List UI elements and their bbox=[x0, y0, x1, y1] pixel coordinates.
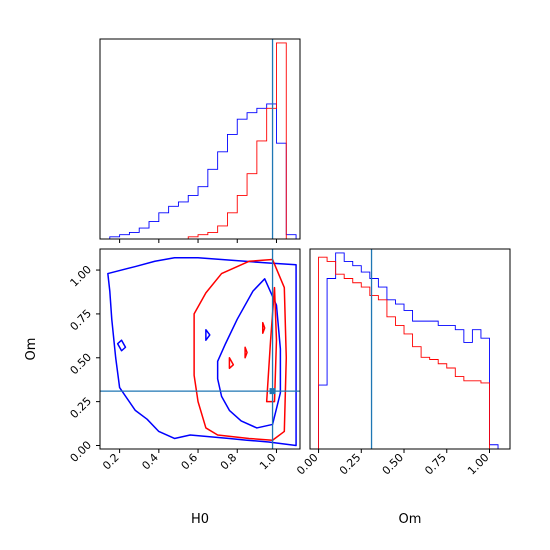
x-tick-label: 0.25 bbox=[337, 451, 364, 478]
h0-om-joint-panel: 0.2 0.4 0.6 0.8 1.0 0.00 0.25 0.50 0.75 1.00 H0 Om bbox=[24, 248, 301, 527]
x-tick-label: 0.00 bbox=[294, 451, 321, 478]
contour-0-2 bbox=[205, 328, 211, 341]
hist-series-2-1 bbox=[318, 256, 499, 450]
x-axis-label: Om bbox=[399, 512, 422, 527]
x-tick-label: 1.0 bbox=[257, 451, 279, 473]
panel-frame bbox=[309, 248, 511, 450]
hist-series-0-0 bbox=[100, 103, 297, 240]
contour-0-1 bbox=[216, 278, 282, 429]
contour-0-0 bbox=[107, 257, 297, 447]
panel-frame bbox=[99, 248, 301, 450]
y-tick-label: 0.75 bbox=[68, 307, 95, 334]
x-axis-label: H0 bbox=[191, 512, 209, 527]
om-marginal-panel: 0.00 0.25 0.50 0.75 1.00 Om bbox=[294, 248, 511, 527]
y-tick-label: 0.25 bbox=[68, 395, 95, 422]
contour-1-3 bbox=[244, 346, 248, 359]
x-tick-label: 0.8 bbox=[218, 451, 240, 473]
contour-1-4 bbox=[262, 321, 266, 334]
x-tick-label: 0.50 bbox=[380, 451, 407, 478]
x-tick-label: 1.00 bbox=[465, 451, 492, 478]
hist-series-2-0 bbox=[318, 252, 499, 449]
contour-0-3 bbox=[116, 339, 127, 352]
y-tick-label: 0.00 bbox=[68, 438, 95, 465]
contour-1-1 bbox=[265, 286, 278, 403]
y-axis-label: Om bbox=[24, 338, 39, 361]
x-tick-label: 0.2 bbox=[100, 451, 122, 473]
h0-marginal-panel bbox=[99, 38, 301, 243]
y-tick-label: 0.50 bbox=[68, 351, 95, 378]
y-tick-label: 1.00 bbox=[68, 263, 95, 290]
hist-series-0-1 bbox=[100, 42, 297, 240]
x-tick-label: 0.4 bbox=[139, 451, 161, 473]
x-tick-label: 0.75 bbox=[422, 451, 449, 478]
x-tick-label: 0.6 bbox=[179, 451, 201, 473]
truth-marker bbox=[269, 388, 276, 395]
contour-1-2 bbox=[228, 357, 235, 370]
panel-frame bbox=[99, 38, 301, 240]
